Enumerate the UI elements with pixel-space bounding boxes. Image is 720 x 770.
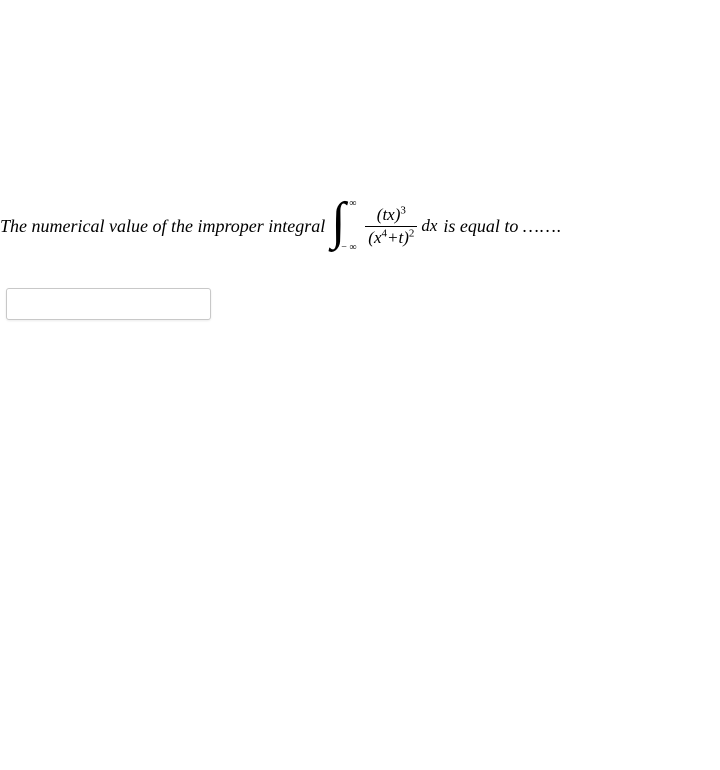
fraction-denominator: (x4+t)2 bbox=[365, 228, 417, 248]
numerator-exponent: 3 bbox=[400, 204, 406, 216]
fraction-numerator: (tx)3 bbox=[374, 205, 409, 225]
tail-phrase: is equal to bbox=[443, 216, 518, 236]
integral-glyph: ∫ bbox=[331, 196, 345, 248]
integrand-fraction: (tx)3 (x4+t)2 bbox=[365, 205, 417, 248]
denominator-exp2: 2 bbox=[409, 227, 415, 239]
answer-input[interactable] bbox=[6, 288, 211, 320]
question-lead-text: The numerical value of the improper inte… bbox=[0, 216, 329, 237]
numerator-base: (tx) bbox=[377, 205, 401, 224]
blank-dots: ……. bbox=[523, 216, 563, 236]
differential: dx bbox=[421, 216, 437, 236]
integral-upper-limit: ∞ bbox=[349, 198, 356, 209]
denominator-mid: +t) bbox=[387, 228, 409, 247]
integral-symbol: ∫ ∞ − ∞ bbox=[331, 200, 353, 252]
integral-expression: ∫ ∞ − ∞ (tx)3 (x4+t)2 dx bbox=[331, 200, 437, 252]
question-tail-text: is equal to ……. bbox=[439, 216, 562, 237]
integral-lower-limit: − ∞ bbox=[341, 242, 356, 253]
page: The numerical value of the improper inte… bbox=[0, 0, 720, 770]
denominator-left: (x bbox=[368, 228, 381, 247]
question-line: The numerical value of the improper inte… bbox=[0, 200, 562, 252]
answer-box bbox=[6, 288, 211, 320]
